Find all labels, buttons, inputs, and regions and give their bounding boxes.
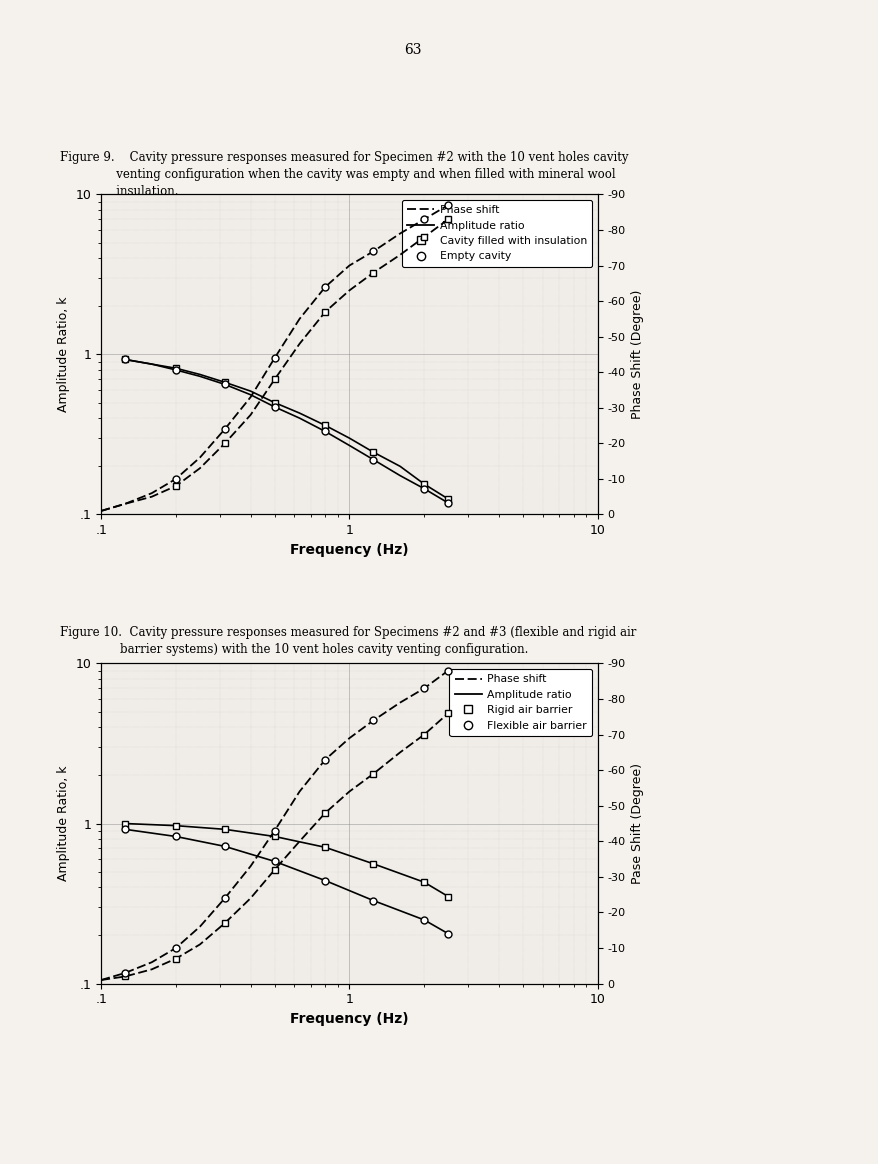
Y-axis label: Amplitude Ratio, k: Amplitude Ratio, k <box>57 766 70 881</box>
Text: 63: 63 <box>404 43 421 57</box>
X-axis label: Frequency (Hz): Frequency (Hz) <box>290 1012 408 1025</box>
Legend: Phase shift, Amplitude ratio, Rigid air barrier, Flexible air barrier: Phase shift, Amplitude ratio, Rigid air … <box>449 669 592 736</box>
X-axis label: Frequency (Hz): Frequency (Hz) <box>290 542 408 556</box>
Legend: Phase shift, Amplitude ratio, Cavity filled with insulation, Empty cavity: Phase shift, Amplitude ratio, Cavity fil… <box>401 200 592 267</box>
Text: Figure 10.  Cavity pressure responses measured for Specimens #2 and #3 (flexible: Figure 10. Cavity pressure responses mea… <box>60 626 636 656</box>
Y-axis label: Pase Shift (Degree): Pase Shift (Degree) <box>630 764 644 883</box>
Y-axis label: Phase Shift (Degree): Phase Shift (Degree) <box>630 290 644 419</box>
Y-axis label: Amplitude Ratio, k: Amplitude Ratio, k <box>57 297 70 412</box>
Text: Figure 9.    Cavity pressure responses measured for Specimen #2 with the 10 vent: Figure 9. Cavity pressure responses meas… <box>60 151 628 198</box>
